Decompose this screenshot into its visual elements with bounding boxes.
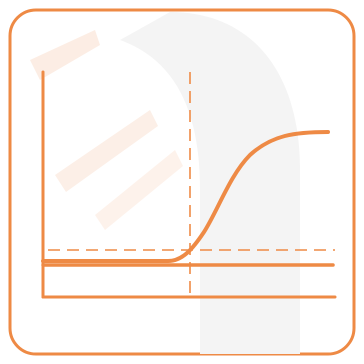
watermark-stroke-3 [95,150,183,230]
sigmoid-curve [41,130,330,263]
watermark [30,12,300,354]
watermark-stroke-2 [55,110,158,192]
watermark-arc [120,12,300,354]
watermark-stroke-1 [30,30,100,80]
